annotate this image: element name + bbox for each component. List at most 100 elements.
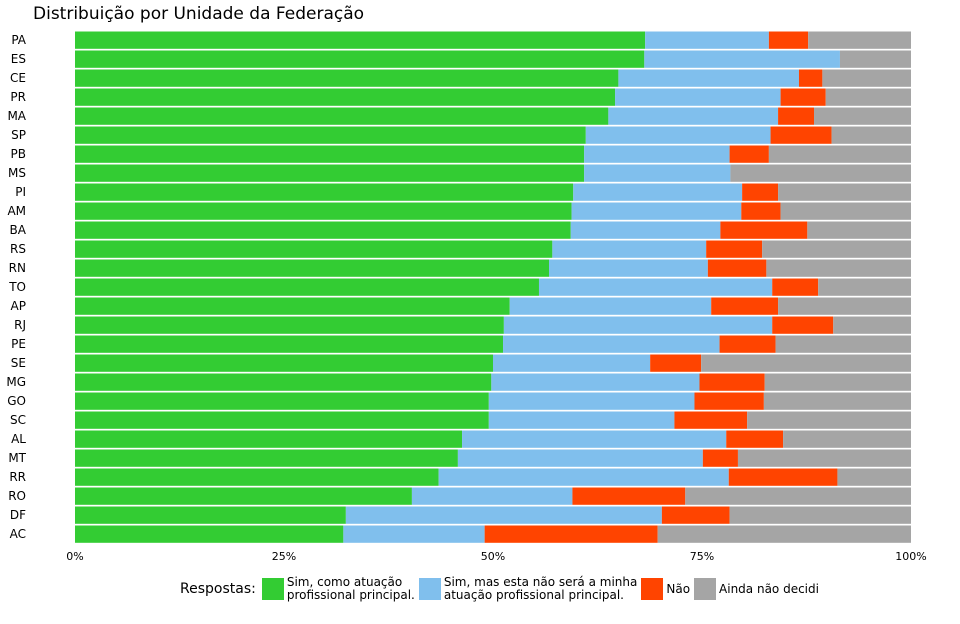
bar-segment-rs-3 xyxy=(762,240,911,258)
bar-segment-pr-3 xyxy=(825,88,911,106)
category-label: RJ xyxy=(14,318,26,332)
category-label: MG xyxy=(6,375,26,389)
bar-segment-pr-0 xyxy=(75,88,616,106)
legend-entry-sim-principal: Sim, como atuação profissional principal… xyxy=(261,576,415,602)
bar-segment-pa-2 xyxy=(768,31,809,49)
bar-segment-to-0 xyxy=(75,278,539,296)
category-label: SC xyxy=(10,413,26,427)
category-label: AC xyxy=(10,527,26,541)
bar-segment-ap-3 xyxy=(778,297,911,315)
bar-segment-pb-1 xyxy=(584,145,730,163)
bar-segment-ce-0 xyxy=(75,69,619,87)
bar-segment-go-1 xyxy=(488,392,695,410)
bar-segment-ro-3 xyxy=(685,487,911,505)
chart-title: Distribuição por Unidade da Federação xyxy=(33,4,365,24)
legend-swatch xyxy=(694,578,717,600)
bar-segment-ce-1 xyxy=(618,69,799,87)
category-label: GO xyxy=(7,394,26,408)
bar-segment-ma-0 xyxy=(75,107,609,125)
bar-segment-pi-1 xyxy=(573,183,743,201)
bar-segment-rj-0 xyxy=(75,316,504,334)
bar-segment-sp-2 xyxy=(770,126,832,144)
category-label: PI xyxy=(15,185,26,199)
bar-segment-rn-2 xyxy=(707,259,767,277)
category-label: RN xyxy=(9,261,26,275)
bar-segment-sp-3 xyxy=(831,126,911,144)
bar-segment-ba-1 xyxy=(570,221,721,239)
bar-segment-pa-0 xyxy=(75,31,646,49)
bar-segment-pe-1 xyxy=(503,335,720,353)
bar-segment-am-1 xyxy=(571,202,742,220)
category-label: TO xyxy=(8,280,26,294)
bar-segment-ro-0 xyxy=(75,487,412,505)
bar-segment-to-2 xyxy=(772,278,819,296)
bar-segment-am-3 xyxy=(780,202,911,220)
category-label: PB xyxy=(11,147,26,161)
x-tick-label: 50% xyxy=(481,550,505,563)
bar-segment-pb-3 xyxy=(768,145,911,163)
chart-plot: PA ES CE PR MA SP PB MS PI AM BA RS RN TO AP RJ PE SE MG GO… xyxy=(6,31,927,563)
category-label: MS xyxy=(8,166,26,180)
bar-segment-pi-0 xyxy=(75,183,574,201)
bar-segment-ce-3 xyxy=(822,69,911,87)
bar-segment-rn-1 xyxy=(549,259,708,277)
bar-segment-sc-1 xyxy=(488,411,675,429)
bar-segment-pe-2 xyxy=(719,335,776,353)
legend-entry-nao: Não xyxy=(641,578,690,600)
bar-segment-go-2 xyxy=(694,392,764,410)
bar-segment-pa-3 xyxy=(808,31,911,49)
bar-segment-ms-1 xyxy=(584,164,731,182)
bar-segment-pr-1 xyxy=(615,88,781,106)
bar-segment-to-3 xyxy=(818,278,911,296)
bar-segment-rn-3 xyxy=(766,259,911,277)
bar-segment-al-3 xyxy=(783,430,911,448)
x-tick-label: 100% xyxy=(895,550,926,563)
x-tick-label: 75% xyxy=(690,550,714,563)
bar-segment-se-1 xyxy=(493,354,651,372)
bar-segment-mt-2 xyxy=(702,449,738,467)
bar-segment-go-3 xyxy=(763,392,911,410)
category-label: MT xyxy=(8,451,26,465)
bar-segment-rr-2 xyxy=(728,468,838,486)
bar-segment-ro-2 xyxy=(572,487,686,505)
bar-segment-es-3 xyxy=(839,50,911,68)
bar-segment-rs-2 xyxy=(706,240,763,258)
bar-segment-mt-3 xyxy=(737,449,911,467)
bar-segment-sp-1 xyxy=(585,126,771,144)
bar-segment-to-1 xyxy=(538,278,773,296)
bar-segment-df-1 xyxy=(345,506,662,524)
bar-segment-mt-1 xyxy=(457,449,703,467)
bar-segment-am-2 xyxy=(741,202,781,220)
category-label: RR xyxy=(9,470,26,484)
bar-segment-sc-2 xyxy=(674,411,748,429)
bar-segment-sc-0 xyxy=(75,411,489,429)
x-tick-label: 25% xyxy=(272,550,296,563)
bar-segment-pb-2 xyxy=(729,145,769,163)
bar-segment-rj-1 xyxy=(503,316,773,334)
bar-segment-ba-3 xyxy=(807,221,911,239)
bar-segment-rj-2 xyxy=(772,316,834,334)
bar-segment-mg-0 xyxy=(75,373,492,391)
bar-segment-sc-3 xyxy=(747,411,911,429)
bar-segment-es-1 xyxy=(644,50,840,68)
bar-segment-ma-3 xyxy=(814,107,911,125)
bar-segment-ac-1 xyxy=(343,525,485,543)
category-label: RO xyxy=(8,489,26,503)
legend-swatch xyxy=(418,578,441,600)
category-label: PE xyxy=(11,337,26,351)
category-label: RS xyxy=(10,242,26,256)
bar-segment-al-2 xyxy=(726,430,784,448)
bar-segment-ma-1 xyxy=(608,107,779,125)
bar-segment-rj-3 xyxy=(833,316,911,334)
bar-segment-pb-0 xyxy=(75,145,585,163)
legend-entry-sim-secundaria: Sim, mas esta não será a minha atuação p… xyxy=(418,576,637,602)
bar-segment-rr-0 xyxy=(75,468,439,486)
bar-segment-go-0 xyxy=(75,392,489,410)
bar-segment-mg-2 xyxy=(699,373,765,391)
bar-segment-ba-2 xyxy=(720,221,808,239)
legend-entry-indeciso: Ainda não decidi xyxy=(694,578,819,600)
legend-swatch xyxy=(261,578,284,600)
bar-segment-es-0 xyxy=(75,50,645,68)
bar-segment-pe-0 xyxy=(75,335,504,353)
bar-segment-se-2 xyxy=(650,354,702,372)
